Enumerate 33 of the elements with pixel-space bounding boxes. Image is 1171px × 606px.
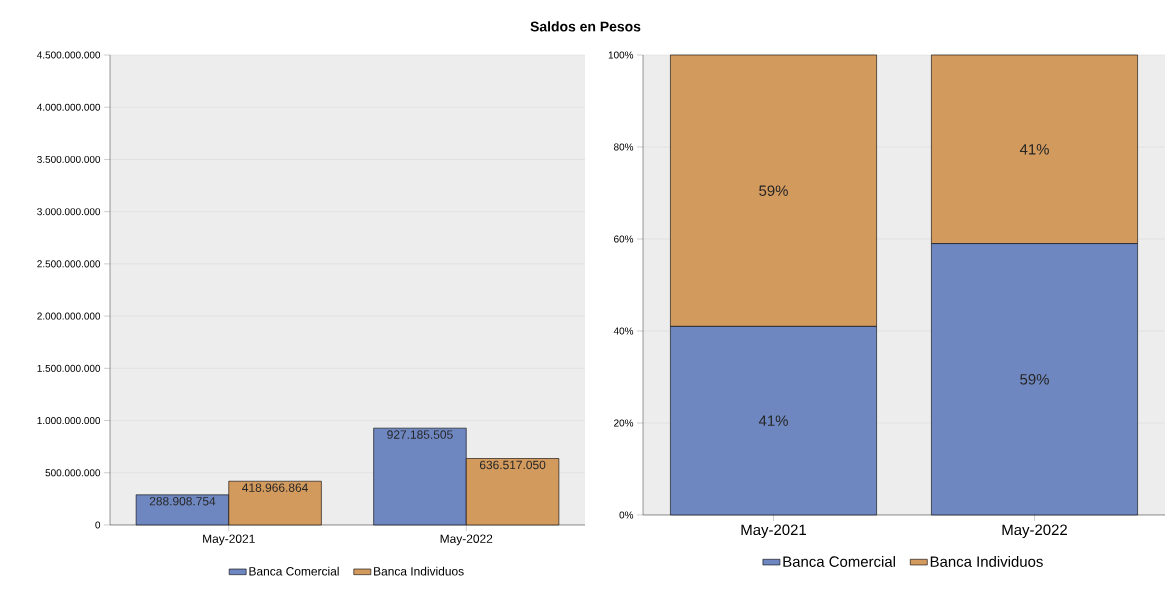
legend-label: Banca Individuos (930, 555, 1043, 567)
y-tick-label: 4.500.000.000 (37, 51, 101, 59)
x-tick-label: May-2021 (741, 524, 806, 539)
data-label: 41% (1019, 144, 1049, 155)
legend-label: Banca Comercial (783, 555, 895, 567)
y-tick-label: 3.500.000.000 (37, 155, 101, 163)
y-tick-label: 3.000.000.000 (37, 208, 101, 216)
legend-label: Banca Individuos (374, 566, 464, 576)
data-label: 288.908.754 (149, 497, 216, 506)
data-label: 59% (759, 185, 788, 196)
y-tick-label: 1.000.000.000 (37, 417, 101, 425)
legend-label: Banca Comercial (249, 566, 339, 576)
y-tick-label: 40% (613, 327, 634, 335)
y-tick-label: 60% (614, 235, 634, 243)
y-tick-label: 500.000.000 (45, 469, 101, 477)
chart-title: Saldos en Pesos (530, 21, 641, 32)
data-label: 418.966.864 (242, 483, 308, 492)
y-tick-label: 0 (95, 521, 101, 529)
y-tick-label: 80% (613, 143, 634, 151)
y-tick-label: 2.000.000.000 (37, 312, 101, 320)
y-tick-label: 1.500.000.000 (37, 364, 101, 372)
y-tick-label: 0% (619, 511, 634, 519)
y-tick-label: 4.000.000.000 (37, 103, 101, 111)
data-label: 59% (1020, 373, 1049, 385)
data-label: 636.517.050 (479, 460, 546, 470)
x-tick-label: May-2022 (1002, 524, 1067, 539)
y-tick-label: 20% (614, 419, 634, 427)
data-label: 41% (758, 415, 788, 426)
y-tick-label: 100% (608, 51, 634, 59)
y-tick-label: 2.500.000.000 (37, 260, 101, 268)
data-label: 927.185.505 (387, 430, 453, 439)
x-tick-label: May-2021 (203, 534, 255, 546)
x-tick-label: May-2022 (440, 534, 493, 546)
